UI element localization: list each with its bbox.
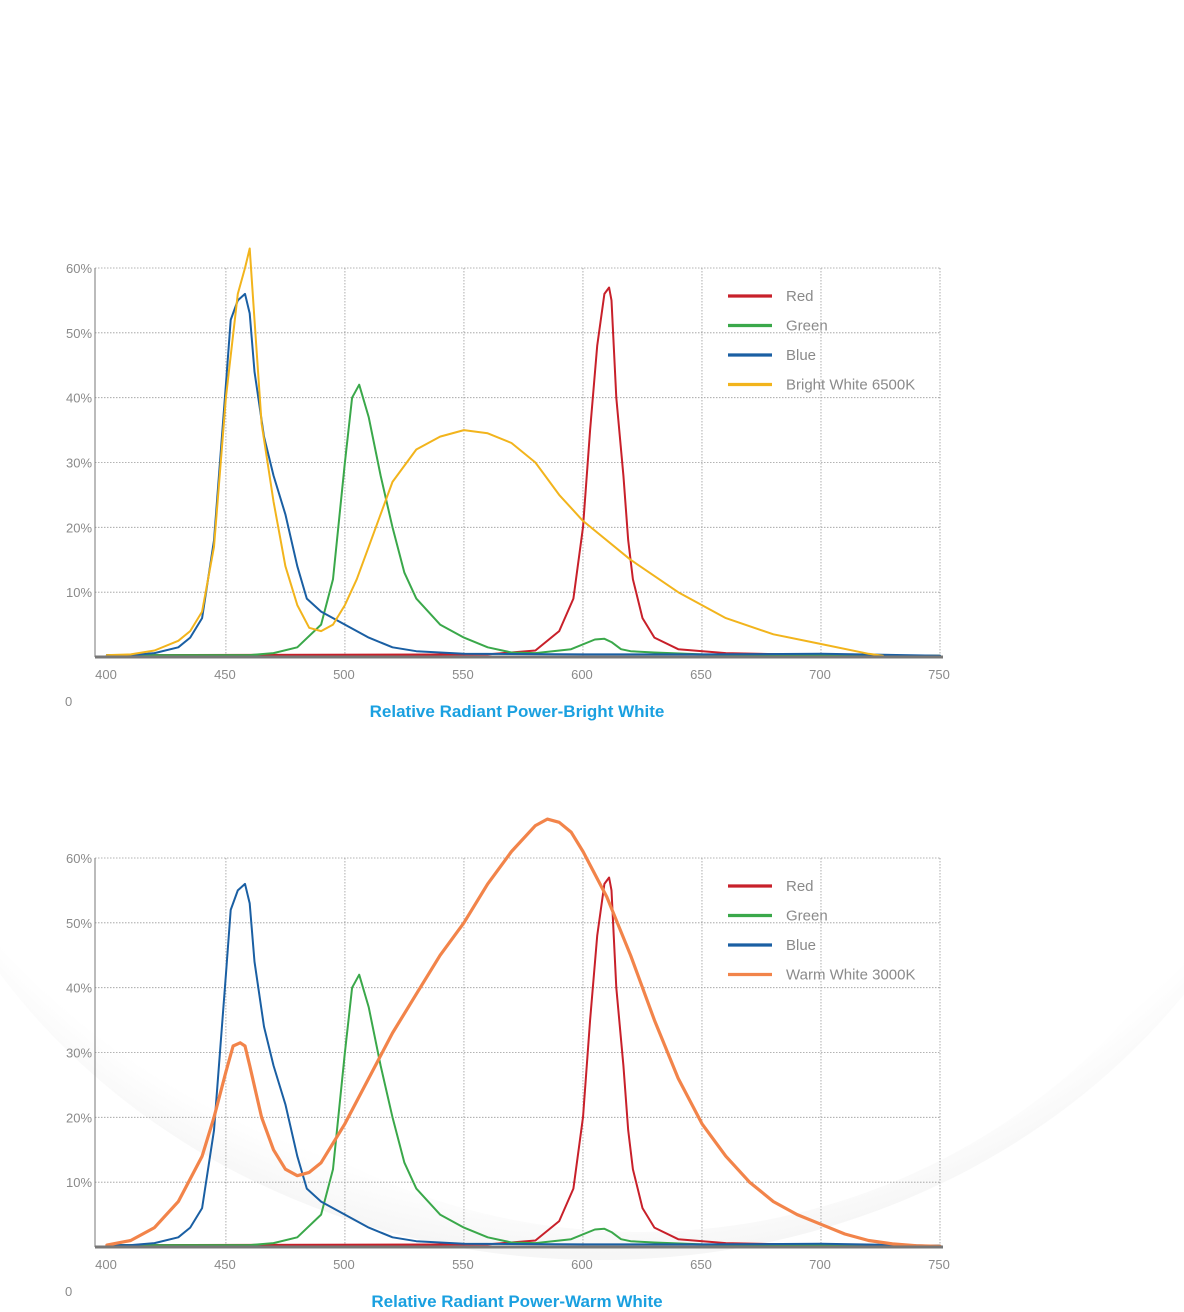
y-tick-label: 30% xyxy=(66,456,92,471)
x-tick-label: 650 xyxy=(690,667,712,682)
y-tick-label: 20% xyxy=(66,520,92,535)
x-tick-label: 500 xyxy=(333,667,355,682)
x-tick-label: 400 xyxy=(95,1257,117,1272)
zero-label: 0 xyxy=(65,1284,72,1299)
x-tick-label: 700 xyxy=(809,667,831,682)
x-tick-label: 700 xyxy=(809,1257,831,1272)
chart-title: Relative Radiant Power-Bright White xyxy=(370,702,665,721)
legend-label: Red xyxy=(786,288,814,305)
y-tick-label: 20% xyxy=(66,1110,92,1125)
chart-warm-white-svg: 10% 20% 30% 40% 50% 60% 400 450 500 550 600 650 700 7… xyxy=(0,820,1184,1312)
legend-label: Red xyxy=(786,878,814,895)
series-line-bright-white-6500k xyxy=(107,249,883,656)
legend-label: Green xyxy=(786,318,828,335)
x-tick-label: 750 xyxy=(928,667,950,682)
chart-warm-white: 10% 20% 30% 40% 50% 60% 400 450 500 550 600 650 700 7… xyxy=(0,820,1184,1312)
chart-bright-white: 10% 20% 30% 40% 50% 60% 400 450 500 550 600 650 700 7… xyxy=(0,230,1184,730)
series-line-green xyxy=(107,975,940,1246)
chart-title: Relative Radiant Power-Warm White xyxy=(371,1292,662,1311)
x-tick-label: 450 xyxy=(214,667,236,682)
x-tick-label: 400 xyxy=(95,667,117,682)
legend-label: Bright White 6500K xyxy=(786,377,915,394)
legend-label: Blue xyxy=(786,937,816,954)
x-tick-label: 500 xyxy=(333,1257,355,1272)
x-tick-label: 650 xyxy=(690,1257,712,1272)
zero-label: 0 xyxy=(65,694,72,709)
x-tick-label: 550 xyxy=(452,1257,474,1272)
x-tick-label: 600 xyxy=(571,667,593,682)
y-tick-label: 10% xyxy=(66,1175,92,1190)
series-line-green xyxy=(107,385,940,656)
y-tick-label: 60% xyxy=(66,851,92,866)
y-tick-label: 60% xyxy=(66,261,92,276)
x-tick-label: 450 xyxy=(214,1257,236,1272)
y-tick-label: 40% xyxy=(66,391,92,406)
legend-label: Green xyxy=(786,908,828,925)
chart-bright-white-svg: 10% 20% 30% 40% 50% 60% 400 450 500 550 600 650 700 7… xyxy=(0,230,1184,730)
legend-label: Blue xyxy=(786,347,816,364)
y-tick-label: 10% xyxy=(66,585,92,600)
x-tick-label: 600 xyxy=(571,1257,593,1272)
x-tick-label: 750 xyxy=(928,1257,950,1272)
legend-label: Warm White 3000K xyxy=(786,967,916,984)
y-tick-label: 30% xyxy=(66,1046,92,1061)
x-tick-label: 550 xyxy=(452,667,474,682)
y-tick-label: 50% xyxy=(66,326,92,341)
series-line-red xyxy=(107,878,940,1246)
y-tick-label: 50% xyxy=(66,916,92,931)
y-tick-label: 40% xyxy=(66,981,92,996)
